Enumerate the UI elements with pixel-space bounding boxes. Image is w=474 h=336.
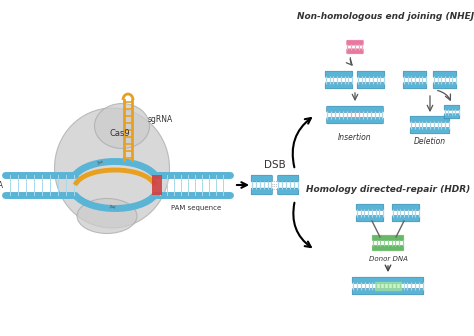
FancyBboxPatch shape <box>403 71 427 77</box>
FancyBboxPatch shape <box>357 71 385 77</box>
Bar <box>152 175 162 195</box>
FancyBboxPatch shape <box>433 71 457 77</box>
FancyBboxPatch shape <box>372 245 404 251</box>
FancyBboxPatch shape <box>346 49 363 54</box>
Text: Homology directed-repair (HDR): Homology directed-repair (HDR) <box>306 185 470 194</box>
Ellipse shape <box>55 108 170 228</box>
FancyBboxPatch shape <box>346 40 363 45</box>
FancyBboxPatch shape <box>327 106 383 112</box>
FancyBboxPatch shape <box>278 188 299 195</box>
Text: Genomic DNA: Genomic DNA <box>0 180 3 190</box>
FancyBboxPatch shape <box>278 175 299 182</box>
FancyBboxPatch shape <box>325 71 353 77</box>
FancyBboxPatch shape <box>410 128 450 134</box>
FancyBboxPatch shape <box>444 105 460 110</box>
Text: Insertion: Insertion <box>338 133 372 142</box>
Text: Non-homologous end joining (NHEJ): Non-homologous end joining (NHEJ) <box>297 12 474 21</box>
FancyBboxPatch shape <box>357 83 385 89</box>
FancyBboxPatch shape <box>251 175 272 182</box>
Ellipse shape <box>94 103 149 149</box>
Text: sgRNA: sgRNA <box>148 116 173 125</box>
FancyBboxPatch shape <box>392 216 420 222</box>
FancyBboxPatch shape <box>356 204 384 210</box>
FancyBboxPatch shape <box>352 289 424 295</box>
FancyBboxPatch shape <box>403 83 427 89</box>
FancyBboxPatch shape <box>356 216 384 222</box>
FancyBboxPatch shape <box>433 83 457 89</box>
Text: PAM sequence: PAM sequence <box>171 205 221 211</box>
FancyBboxPatch shape <box>327 118 383 124</box>
Text: Deletion: Deletion <box>414 137 446 146</box>
FancyBboxPatch shape <box>410 116 450 122</box>
Text: ✂: ✂ <box>108 202 116 212</box>
Text: Donor DNA: Donor DNA <box>369 256 408 262</box>
FancyBboxPatch shape <box>325 83 353 89</box>
Text: Cas9: Cas9 <box>109 128 130 137</box>
FancyBboxPatch shape <box>352 277 424 283</box>
FancyBboxPatch shape <box>444 114 460 119</box>
FancyBboxPatch shape <box>372 235 404 241</box>
Text: DSB: DSB <box>264 160 286 170</box>
FancyBboxPatch shape <box>392 204 420 210</box>
Text: ✂: ✂ <box>96 158 104 168</box>
Ellipse shape <box>77 199 137 234</box>
FancyBboxPatch shape <box>251 188 272 195</box>
